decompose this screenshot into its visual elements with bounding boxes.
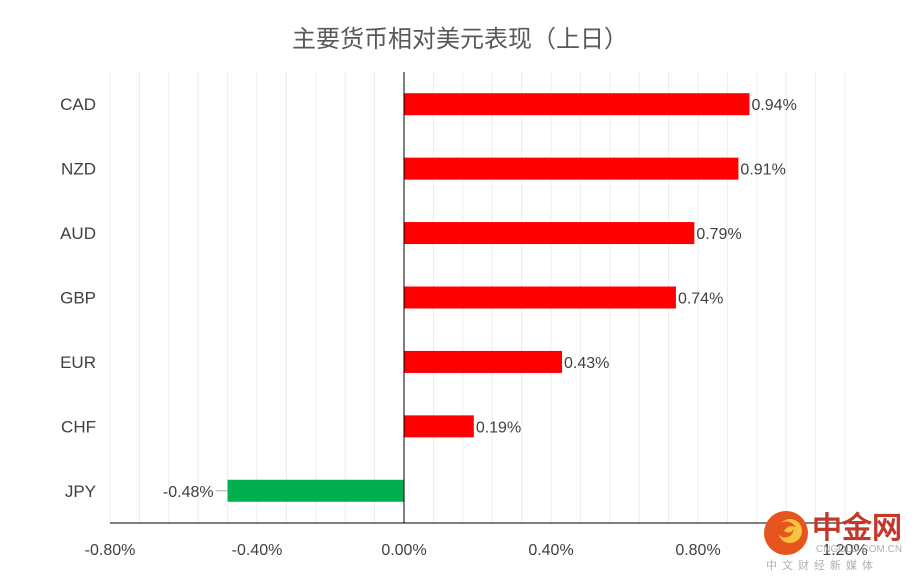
bar-eur — [404, 350, 563, 373]
category-label: NZD — [61, 160, 96, 179]
data-labels: 0.94% 0.91% 0.79% 0.74% 0.43% 0.19% -0.48% — [163, 97, 797, 501]
data-label: 0.79% — [696, 226, 741, 243]
watermark-swirl-icon — [776, 521, 796, 538]
bar-nzd — [404, 157, 739, 180]
data-label: 0.94% — [751, 97, 796, 114]
category-label: JPY — [65, 482, 96, 501]
watermark-tagline: 中文财经新媒体 — [766, 558, 878, 572]
data-label: 0.19% — [476, 419, 521, 436]
category-label: EUR — [60, 353, 96, 372]
watermark-name: 中金网 — [812, 511, 902, 546]
x-tick-label: -0.80% — [85, 542, 136, 559]
category-labels: CAD NZD AUD GBP EUR CHF JPY — [60, 95, 96, 501]
category-label: GBP — [60, 289, 96, 308]
bars — [227, 93, 750, 502]
bar-jpy — [227, 479, 404, 502]
data-label: 0.74% — [678, 291, 723, 308]
x-tick-label: 1.20% — [822, 542, 867, 559]
category-label: CAD — [60, 95, 96, 114]
bar-cad — [404, 93, 750, 116]
x-tick-label: 0.80% — [675, 542, 720, 559]
x-tick-label: 0.40% — [528, 542, 573, 559]
bar-chf — [404, 415, 474, 438]
data-label: -0.48% — [163, 484, 214, 501]
x-tick-label: -0.40% — [232, 542, 283, 559]
x-tick-labels: -0.80% -0.40% 0.00% 0.40% 0.80% 1.20% — [85, 542, 868, 559]
watermark: 中金网 CNGOLD.COM.CN 中文财经新媒体 — [764, 511, 902, 572]
category-label: AUD — [60, 224, 96, 243]
chart-title: 主要货币相对美元表现（上日） — [292, 25, 628, 53]
axes — [110, 72, 845, 524]
data-label: 0.91% — [740, 162, 785, 179]
category-label: CHF — [61, 417, 96, 436]
watermark-url: CNGOLD.COM.CN — [816, 544, 902, 555]
data-label: 0.43% — [564, 355, 609, 372]
x-tick-label: 0.00% — [381, 542, 426, 559]
bar-aud — [404, 222, 695, 245]
bar-gbp — [404, 286, 676, 309]
